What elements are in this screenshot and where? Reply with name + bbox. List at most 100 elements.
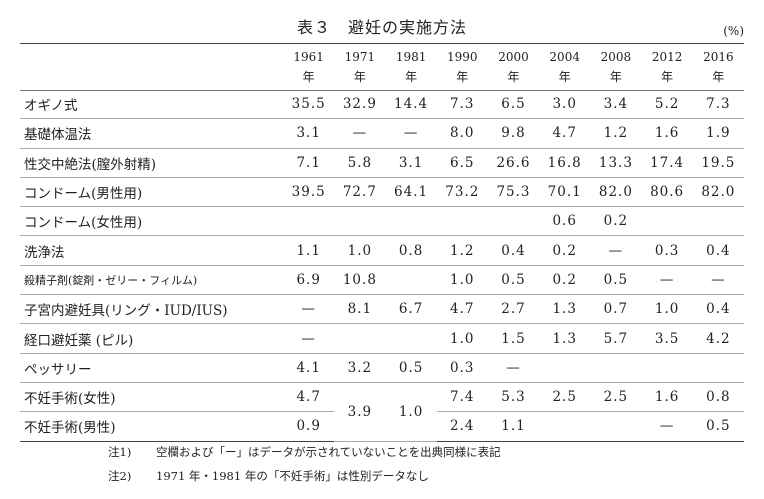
value-cell: 0.5 bbox=[385, 353, 437, 383]
row-label: ペッサリー bbox=[20, 353, 284, 383]
row-label: 不妊手術(女性) bbox=[20, 382, 284, 413]
value-cell: 1.6 bbox=[641, 382, 693, 413]
value-cell: 0.7 bbox=[590, 294, 642, 325]
value-cell: 1.1 bbox=[283, 235, 335, 266]
value-cell: 4.1 bbox=[283, 353, 335, 383]
value-cell: 0.4 bbox=[692, 294, 744, 325]
table-row: 経口避妊薬 (ピル) — 1.0 1.5 1.3 5.7 3.5 4.2 bbox=[20, 323, 744, 354]
value-cell: 0.6 bbox=[539, 206, 591, 237]
value-cell: 0.3 bbox=[641, 235, 693, 266]
value-cell: 1.0 bbox=[436, 323, 488, 354]
value-cell: 3.9 bbox=[334, 382, 386, 442]
value-cell: 64.1 bbox=[385, 177, 437, 208]
value-cell bbox=[590, 411, 642, 442]
value-cell: 0.5 bbox=[487, 265, 540, 296]
row-label: 性交中絶法(膣外射精) bbox=[20, 148, 284, 178]
value-cell: 0.4 bbox=[487, 235, 540, 266]
value-cell: 4.2 bbox=[692, 323, 744, 354]
table-row: 洗浄法 1.1 1.0 0.8 1.2 0.4 0.2—0.3 0.4 bbox=[20, 235, 744, 266]
value-cell bbox=[590, 353, 642, 383]
value-cell: 0.2 bbox=[590, 206, 642, 237]
value-cell: — bbox=[334, 118, 386, 149]
value-cell: 6.5 bbox=[436, 148, 488, 178]
value-cell: 6.5 bbox=[487, 90, 540, 120]
header-label-cell bbox=[20, 44, 283, 90]
value-cell: — bbox=[385, 118, 437, 149]
row-label: コンドーム(男性用) bbox=[20, 177, 284, 208]
value-cell: — bbox=[641, 265, 693, 296]
value-cell bbox=[334, 206, 386, 237]
value-cell: 4.7 bbox=[539, 118, 591, 149]
year-header: 1961 年 bbox=[293, 50, 324, 84]
value-cell: — bbox=[487, 353, 540, 383]
value-cell bbox=[334, 323, 386, 354]
value-cell: 16.8 bbox=[539, 148, 591, 178]
value-cell: 3.1 bbox=[283, 118, 335, 149]
year-header: 1981 年 bbox=[395, 50, 427, 84]
value-cell: 1.0 bbox=[436, 265, 488, 296]
year-header-row: 1961 年 1971 年 1981 年 1990 年 2000 年 2004 年 2008… bbox=[20, 44, 744, 90]
value-cell: 1.9 bbox=[692, 118, 744, 149]
row-label: コンドーム(女性用) bbox=[20, 206, 284, 237]
value-cell: 19.5 bbox=[692, 148, 744, 178]
value-cell: — bbox=[692, 265, 744, 296]
table-row: 基礎体温法 3.1— —8.0 9.8 4.7 1.2 1.6 1.9 bbox=[20, 118, 744, 149]
value-cell: 35.5 bbox=[283, 90, 335, 120]
value-cell: 8.0 bbox=[436, 118, 488, 149]
value-cell: 1.2 bbox=[590, 118, 642, 149]
value-cell: 2.4 bbox=[436, 411, 488, 442]
value-cell: 13.3 bbox=[590, 148, 642, 178]
value-cell: 72.7 bbox=[334, 177, 386, 208]
value-cell: 10.8 bbox=[334, 265, 386, 296]
row-label: 洗浄法 bbox=[20, 235, 284, 266]
year-header: 2008 年 bbox=[600, 50, 632, 84]
value-cell: 80.6 bbox=[641, 177, 693, 208]
year-header: 1971 年 bbox=[344, 50, 376, 84]
value-cell: 1.2 bbox=[436, 235, 488, 266]
value-cell bbox=[283, 206, 335, 237]
value-cell: 26.6 bbox=[487, 148, 540, 178]
value-cell: 0.3 bbox=[436, 353, 488, 383]
table-row: 殺精子剤(錠剤・ゼリー・フィルム) 6.9 10.8 1.0 0.5 0.2 0.5— — bbox=[20, 265, 744, 296]
value-cell: 5.8 bbox=[334, 148, 386, 178]
value-cell: 75.3 bbox=[487, 177, 540, 208]
value-cell: 3.4 bbox=[590, 90, 642, 120]
year-header: 2004 年 bbox=[549, 50, 580, 84]
value-cell: 32.9 bbox=[334, 90, 386, 120]
value-cell: 6.9 bbox=[283, 265, 335, 296]
value-cell: — bbox=[283, 323, 335, 354]
note-2: 注2) 1971 年・1981 年の「不妊手術」は性別データなし bbox=[108, 469, 429, 483]
table-row: コンドーム(男性用) 39.5 72.7 64.1 73.2 75.3 70.1 82.0 80… bbox=[20, 177, 744, 208]
value-cell: 14.4 bbox=[385, 90, 437, 120]
year-header: 2012 年 bbox=[651, 50, 683, 84]
row-label: 基礎体温法 bbox=[20, 118, 284, 149]
row-label: 子宮内避妊具(リング・IUD/IUS) bbox=[20, 294, 284, 325]
value-cell: — bbox=[283, 294, 335, 325]
row-label: 不妊手術(男性) bbox=[20, 411, 284, 442]
value-cell: 1.5 bbox=[487, 323, 540, 354]
value-cell bbox=[385, 323, 437, 354]
value-cell: 3.5 bbox=[641, 323, 693, 354]
value-cell: 2.7 bbox=[487, 294, 540, 325]
value-cell: 4.7 bbox=[283, 382, 335, 413]
value-cell: — bbox=[641, 411, 693, 442]
value-cell bbox=[539, 353, 591, 383]
value-cell: 9.8 bbox=[487, 118, 540, 149]
value-cell: 7.4 bbox=[436, 382, 488, 413]
value-cell: 1.1 bbox=[487, 411, 540, 442]
row-label: オギノ式 bbox=[20, 90, 284, 120]
row-label: 殺精子剤(錠剤・ゼリー・フィルム) bbox=[20, 265, 284, 296]
table-row: 不妊手術(男性) 0.9 2.4 1.1 —0.5 bbox=[20, 411, 744, 442]
value-cell: 3.1 bbox=[385, 148, 437, 178]
value-cell: 1.3 bbox=[539, 294, 591, 325]
value-cell: 0.5 bbox=[590, 265, 642, 296]
value-cell: 3.0 bbox=[539, 90, 591, 120]
value-cell: 8.1 bbox=[334, 294, 386, 325]
value-cell: 7.3 bbox=[436, 90, 488, 120]
value-cell bbox=[436, 206, 488, 237]
note-1: 注1) 空欄および「ー」はデータが示されていないことを出典同様に表記 bbox=[108, 445, 501, 459]
value-cell: 1.0 bbox=[385, 382, 437, 442]
value-cell: — bbox=[590, 235, 642, 266]
value-cell: 7.3 bbox=[692, 90, 744, 120]
value-cell: 0.5 bbox=[692, 411, 744, 442]
